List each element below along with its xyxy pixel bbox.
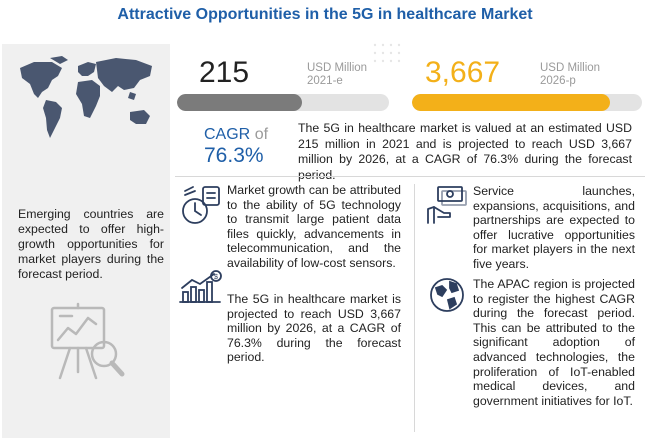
dollar-glyph: $	[214, 274, 218, 281]
left-panel: Emerging countries are expected to offer…	[2, 44, 170, 438]
rising-chart-dollar-icon: $	[179, 270, 222, 303]
year-2026-label: 2026-p	[540, 75, 576, 87]
world-map-icon	[20, 56, 152, 138]
year-2021-label: 2021-e	[307, 75, 343, 87]
services-point: Service launches, expansions, acquisitio…	[473, 184, 635, 271]
decorative-dots	[373, 43, 401, 63]
projection-point: The 5G in healthcare market is projected…	[227, 292, 401, 365]
cagr-value: 76.3%	[204, 144, 264, 167]
bar-2026	[412, 94, 642, 111]
unit-2026-label: USD Million	[540, 62, 601, 74]
divider-horizontal	[175, 176, 645, 177]
apac-point: The APAC region is projected to register…	[473, 277, 635, 408]
unit-2026: USD Million 2026-p	[540, 62, 600, 88]
market-summary: The 5G in healthcare market is valued at…	[298, 121, 632, 182]
handshake-money-icon	[427, 186, 467, 224]
value-2026: 3,667	[425, 56, 501, 89]
left-description: Emerging countries are expected to offer…	[18, 207, 164, 281]
cagr-text: CAGR	[204, 126, 251, 143]
value-2021: 215	[199, 56, 250, 89]
growth-point: Market growth can be attributed to the a…	[227, 183, 401, 270]
cagr-label: CAGR of	[204, 126, 268, 144]
bar-2021-fill	[177, 94, 303, 111]
bar-2026-fill	[412, 94, 610, 111]
page-title: Attractive Opportunities in the 5G in he…	[117, 6, 533, 23]
unit-2021: USD Million 2021-e	[307, 62, 367, 88]
unit-2021-label: USD Million	[307, 62, 368, 74]
divider-vertical	[414, 184, 415, 432]
analytics-magnifier-icon	[50, 302, 125, 380]
cagr-of-text: of	[254, 126, 269, 143]
data-transmission-icon	[182, 186, 220, 224]
bar-2021	[177, 94, 389, 111]
globe-icon	[430, 278, 464, 312]
